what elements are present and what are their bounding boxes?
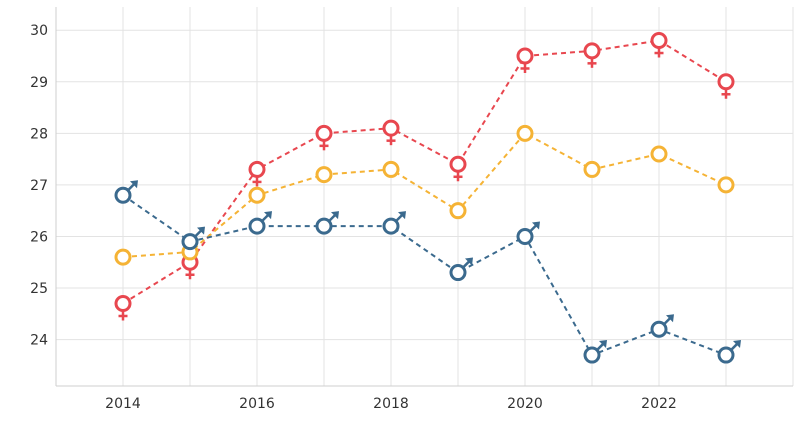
total-marker-circle	[516, 124, 534, 142]
y-tick-label: 26	[30, 229, 48, 245]
x-tick-label: 2020	[507, 396, 543, 412]
female-point	[248, 160, 266, 187]
male-marker-circle	[583, 346, 601, 364]
series-layer	[114, 32, 741, 364]
female-marker-circle	[114, 294, 132, 312]
total-point	[717, 176, 735, 194]
male-marker-circle	[181, 233, 199, 251]
male-symbol-arrowhead	[331, 211, 339, 220]
series-female	[114, 32, 735, 321]
axes	[55, 7, 793, 387]
male-marker-circle	[315, 217, 333, 235]
male-point	[449, 257, 473, 282]
female-marker-circle	[449, 155, 467, 173]
total-marker-circle	[382, 160, 400, 178]
female-point	[516, 47, 534, 73]
total-point	[114, 248, 132, 266]
female-marker-circle	[516, 47, 534, 65]
female-point	[382, 119, 400, 146]
male-point	[315, 211, 339, 235]
total-point	[248, 186, 266, 204]
female-point	[717, 73, 735, 99]
female-marker-circle	[717, 73, 735, 91]
total-marker-circle	[449, 202, 467, 220]
tick-labels: 24 25 26 27 28 29 30 2014 2016 2018 2020 2022	[30, 23, 677, 412]
total-marker-circle	[583, 160, 601, 178]
total-marker-circle	[717, 176, 735, 194]
total-point	[583, 160, 601, 178]
series-total	[114, 124, 735, 266]
total-marker-circle	[114, 248, 132, 266]
male-symbol-arrowhead	[599, 340, 607, 349]
total-point	[382, 160, 400, 178]
y-tick-label: 28	[30, 126, 48, 142]
male-symbol-arrowhead	[264, 211, 272, 220]
male-point	[248, 211, 272, 235]
female-point	[583, 42, 601, 68]
male-symbol-arrowhead	[733, 340, 741, 349]
y-tick-label: 29	[30, 75, 48, 91]
female-marker-circle	[650, 32, 668, 50]
series-line-total	[122, 132, 727, 259]
y-tick-label: 27	[30, 178, 48, 194]
male-marker-circle	[449, 264, 467, 282]
series-line-female	[122, 39, 727, 305]
male-marker-circle	[717, 346, 735, 364]
total-point	[315, 166, 333, 184]
female-point	[114, 294, 132, 321]
series-line-male	[122, 194, 727, 357]
female-marker-circle	[583, 42, 601, 60]
x-tick-label: 2014	[105, 396, 141, 412]
y-tick-label: 24	[30, 333, 48, 349]
male-marker-circle	[114, 186, 132, 204]
total-point	[449, 202, 467, 220]
male-point	[717, 340, 741, 364]
male-marker-circle	[516, 227, 534, 245]
total-marker-circle	[315, 166, 333, 184]
grid	[55, 7, 794, 386]
x-tick-label: 2018	[373, 396, 409, 412]
male-point	[583, 340, 607, 364]
male-symbol-arrowhead	[130, 180, 138, 189]
male-symbol-arrowhead	[532, 221, 540, 230]
female-marker-circle	[382, 119, 400, 137]
series-male	[114, 180, 741, 364]
total-marker-circle	[248, 186, 266, 204]
female-point	[449, 155, 467, 182]
male-symbol-arrowhead	[197, 226, 205, 235]
x-tick-label: 2016	[239, 396, 275, 412]
female-point	[650, 32, 668, 58]
total-point	[650, 145, 668, 163]
male-point	[516, 221, 540, 245]
male-symbol-arrowhead	[398, 211, 406, 220]
y-tick-label: 30	[30, 23, 48, 39]
female-marker-circle	[315, 124, 333, 142]
male-symbol-arrowhead	[465, 257, 473, 266]
male-point	[382, 211, 406, 235]
male-point	[114, 180, 138, 204]
total-point	[516, 124, 534, 142]
male-marker-circle	[650, 320, 668, 338]
total-marker-circle	[650, 145, 668, 163]
male-marker-circle	[382, 217, 400, 235]
male-point	[650, 314, 674, 338]
male-marker-circle	[248, 217, 266, 235]
male-point	[181, 226, 205, 251]
male-symbol-arrowhead	[666, 314, 674, 323]
y-tick-label: 25	[30, 281, 48, 297]
x-tick-label: 2022	[641, 396, 677, 412]
female-point	[315, 124, 333, 151]
female-marker-circle	[248, 160, 266, 178]
